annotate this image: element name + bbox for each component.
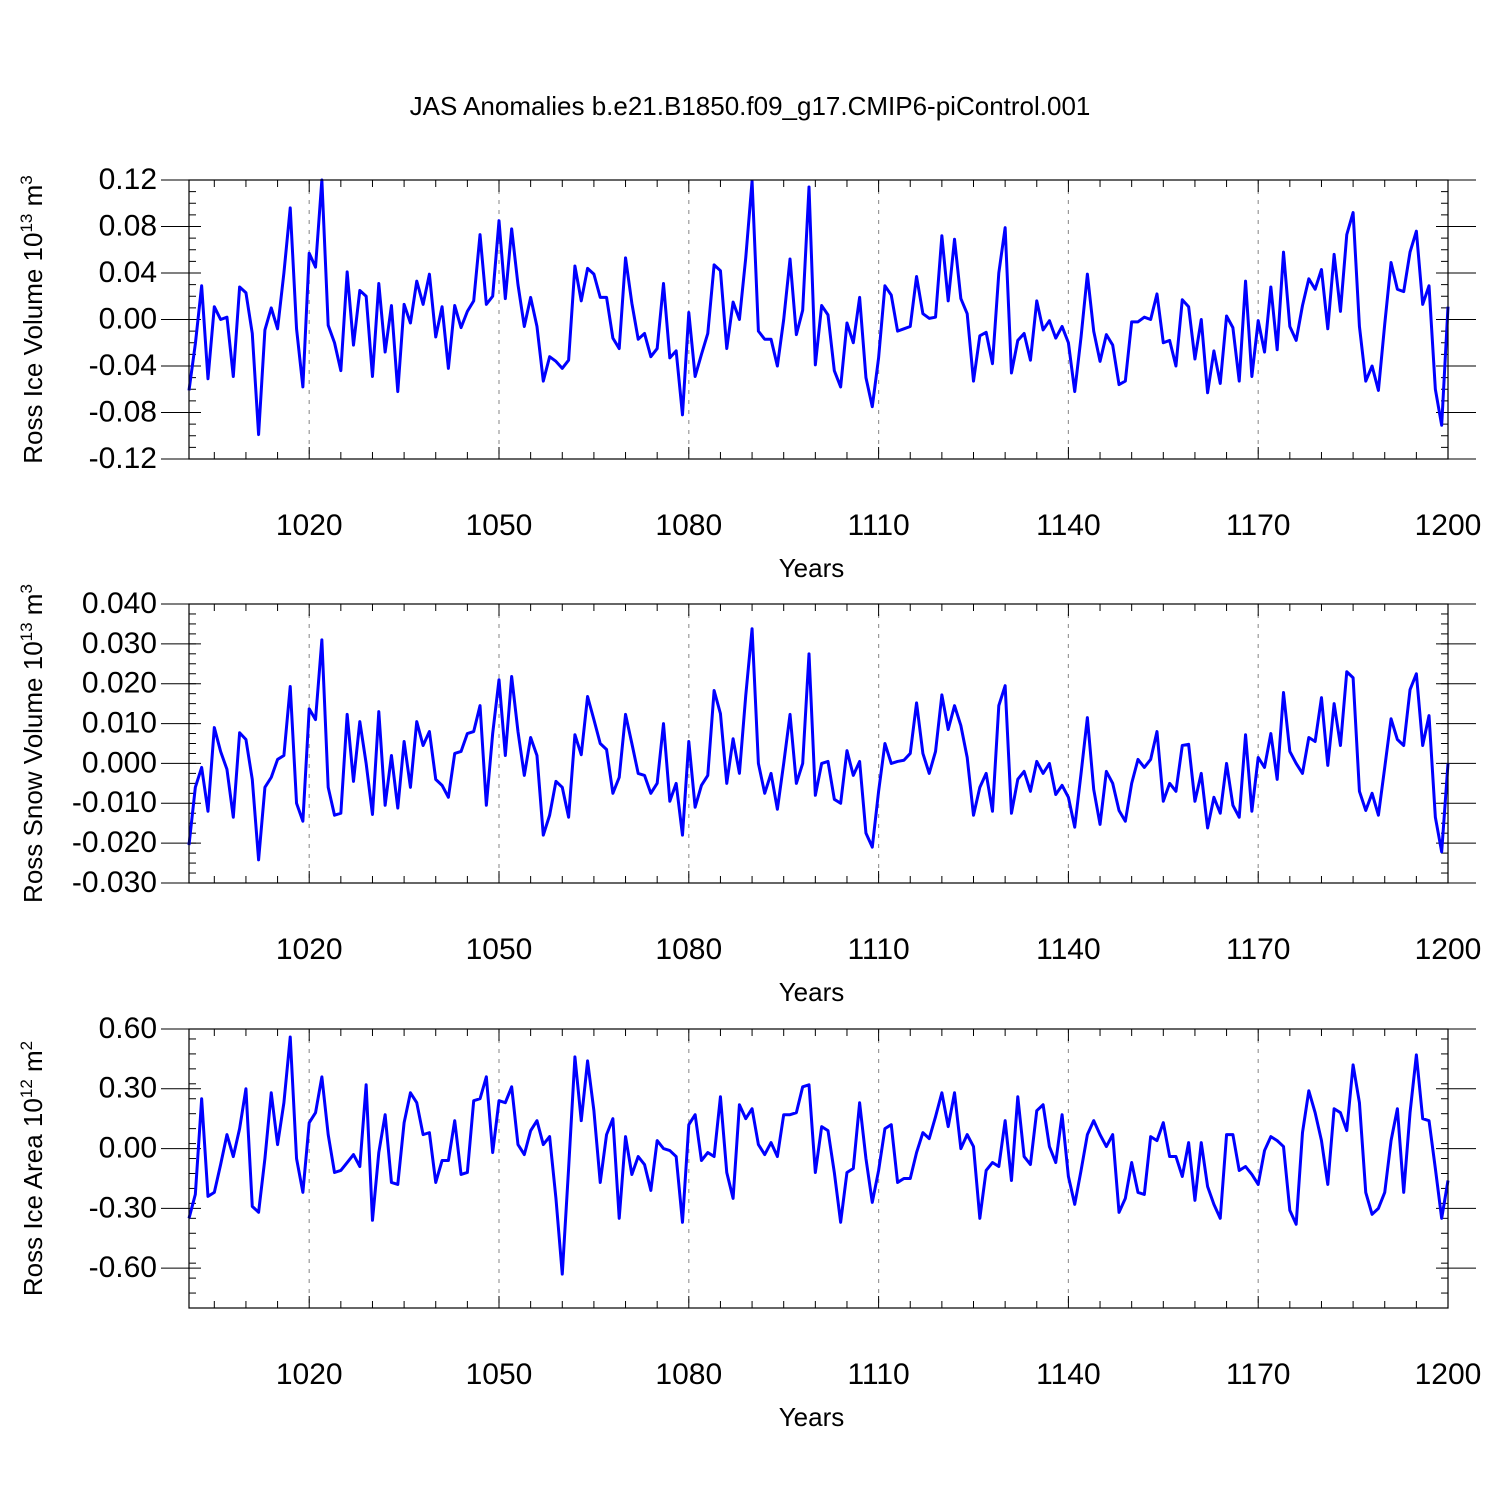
series-line-ross-ice-volume bbox=[187, 178, 1450, 437]
plot-frame bbox=[188, 179, 1449, 460]
ytick-label: 0.010 bbox=[82, 706, 157, 739]
ytick-label: 0.020 bbox=[82, 667, 157, 700]
xtick-label: 1110 bbox=[847, 509, 909, 542]
ytick-label: 0.000 bbox=[82, 746, 157, 779]
xtick-label: 1110 bbox=[847, 1358, 909, 1391]
xtick-label: 1080 bbox=[655, 1358, 722, 1391]
plot-frame bbox=[188, 1028, 1449, 1309]
series-line-ross-ice-area bbox=[187, 1035, 1450, 1276]
xtick-label: 1050 bbox=[466, 509, 533, 542]
panels: -0.12 -0.08 -0.04 0.00 0.04 0.08 0.12 1020 1050 1… bbox=[17, 163, 1481, 1432]
xtick-label: 1170 bbox=[1226, 933, 1291, 966]
xtick-label: 1080 bbox=[655, 933, 722, 966]
ytick-label: 0.08 bbox=[99, 209, 157, 242]
xtick-label: 1140 bbox=[1036, 509, 1101, 542]
y-axis-label: Ross Snow Volume 1013 m3 bbox=[17, 584, 48, 903]
ytick-label: 0.030 bbox=[82, 627, 157, 660]
panel-ross-ice-volume: -0.12 -0.08 -0.04 0.00 0.04 0.08 0.12 1020 1050 1… bbox=[17, 163, 1481, 583]
xtick-label: 1080 bbox=[655, 509, 722, 542]
xtick-label: 1140 bbox=[1036, 1358, 1101, 1391]
ytick-label: 0.00 bbox=[99, 302, 157, 335]
xtick-label: 1020 bbox=[276, 1358, 343, 1391]
ytick-label: -0.60 bbox=[89, 1251, 157, 1284]
ytick-label: -0.30 bbox=[89, 1191, 157, 1224]
ytick-label: -0.04 bbox=[89, 349, 157, 382]
panel-ross-snow-volume: -0.030 -0.020 -0.010 0.000 0.010 0.020 0.030 0.… bbox=[17, 584, 1481, 1007]
chart-title: JAS Anomalies b.e21.B1850.f09_g17.CMIP6-… bbox=[410, 91, 1091, 121]
ytick-label: -0.020 bbox=[72, 826, 157, 859]
xtick-label: 1020 bbox=[276, 933, 343, 966]
x-axis-label: Years bbox=[779, 977, 845, 1007]
xtick-label: 1200 bbox=[1415, 933, 1482, 966]
ytick-label: 0.30 bbox=[99, 1072, 157, 1105]
ytick-label: 0.12 bbox=[99, 163, 157, 196]
ytick-label: -0.030 bbox=[72, 866, 157, 899]
panel-ross-ice-area: -0.60 -0.30 0.00 0.30 0.60 1020 1050 1080 1110 11… bbox=[17, 1012, 1481, 1432]
x-axis-label: Years bbox=[779, 553, 845, 583]
xtick-label: 1050 bbox=[466, 933, 533, 966]
x-axis-label: Years bbox=[779, 1402, 845, 1432]
y-axis-label: Ross Ice Volume 1013 m3 bbox=[17, 175, 48, 464]
xtick-label: 1170 bbox=[1226, 1358, 1291, 1391]
ytick-label: -0.12 bbox=[89, 442, 157, 475]
xtick-label: 1170 bbox=[1226, 509, 1291, 542]
series-line-ross-snow-volume bbox=[187, 627, 1450, 862]
ytick-label: 0.00 bbox=[99, 1131, 157, 1164]
ytick-label: 0.60 bbox=[99, 1012, 157, 1045]
xtick-label: 1200 bbox=[1415, 509, 1482, 542]
xtick-label: 1110 bbox=[847, 933, 909, 966]
xtick-label: 1200 bbox=[1415, 1358, 1482, 1391]
xtick-label: 1140 bbox=[1036, 933, 1101, 966]
xtick-label: 1020 bbox=[276, 509, 343, 542]
ytick-label: 0.040 bbox=[82, 587, 157, 620]
ytick-label: -0.08 bbox=[89, 395, 157, 428]
y-axis-label: Ross Ice Area 1012 m2 bbox=[17, 1041, 48, 1296]
ytick-label: -0.010 bbox=[72, 786, 157, 819]
ytick-label: 0.04 bbox=[99, 256, 157, 289]
plot-frame bbox=[188, 603, 1449, 884]
xtick-label: 1050 bbox=[466, 1358, 533, 1391]
